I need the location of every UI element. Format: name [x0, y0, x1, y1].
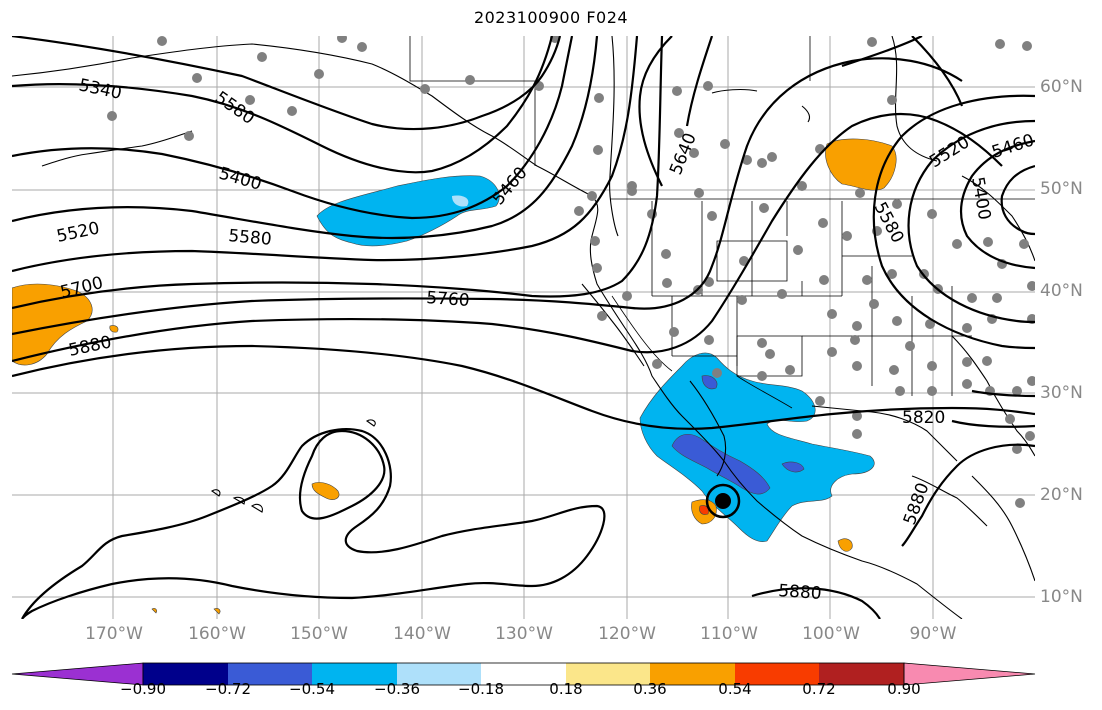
contour-label: 5580 — [228, 226, 273, 250]
omega-shading — [12, 138, 897, 615]
colorbar-segment — [650, 663, 735, 685]
colorbar-tick-label: 0.36 — [633, 680, 667, 698]
contour-label: 5460 — [989, 130, 1035, 162]
colorbar-tick-label: −0.36 — [374, 680, 420, 698]
shade-darkblue-mexico — [671, 433, 771, 495]
colorbar-tick-label: −0.72 — [205, 680, 251, 698]
colorbar-segment — [566, 663, 650, 685]
colorbar-tick-label: 0.72 — [802, 680, 836, 698]
graticule — [12, 36, 1035, 619]
lat-label-50n: 50°N — [1040, 179, 1083, 199]
lon-label-90w: 90°W — [909, 624, 957, 644]
lon-label-170w: 170°W — [85, 624, 143, 644]
contour-label: 5520 — [55, 218, 101, 247]
colorbar-segment — [143, 663, 228, 685]
height-contours — [12, 36, 1035, 619]
lon-label-100w: 100°W — [802, 624, 860, 644]
contour-label: 5400 — [967, 175, 994, 221]
colorbar — [11, 662, 1036, 686]
colorbar-segment — [481, 663, 566, 685]
colorbar-extend-high — [903, 662, 1036, 686]
contour-label: 5580 — [211, 88, 258, 129]
colorbar-tick-label: −0.90 — [120, 680, 166, 698]
contour-label: 5820 — [902, 408, 945, 428]
shade-orange-hawaii — [311, 482, 340, 500]
colorbar-tick-label: 0.90 — [887, 680, 921, 698]
contour-label: 5880 — [778, 581, 823, 604]
shade-orange-central-america — [837, 538, 853, 552]
lon-label-160w: 160°W — [188, 624, 246, 644]
lat-label-60n: 60°N — [1040, 77, 1083, 97]
shade-blue-mexico — [639, 352, 875, 542]
colorbar-segment — [312, 663, 397, 685]
colorbar-tick-label: −0.54 — [289, 680, 335, 698]
contour-label: 5340 — [77, 75, 123, 104]
map-title: 2023100900 F024 — [473, 8, 629, 27]
lat-label-10n: 10°N — [1040, 587, 1083, 607]
colorbar-tick-label: −0.18 — [458, 680, 504, 698]
lon-label-150w: 150°W — [290, 624, 348, 644]
shade-blue-gulf-alaska — [316, 175, 500, 247]
shade-orange-hudson — [825, 138, 897, 191]
lon-label-120w: 120°W — [598, 624, 656, 644]
map-plot-area: 5340 5400 5460 5520 5580 5640 5700 5760 … — [12, 36, 1035, 619]
contour-label: 5760 — [426, 288, 471, 311]
lat-label-40n: 40°N — [1040, 281, 1083, 301]
colorbar-tick-label: 0.54 — [718, 680, 752, 698]
cyclone-center-marker — [705, 483, 741, 519]
colorbar-tick-label: 0.18 — [549, 680, 583, 698]
colorbar-segment — [819, 663, 904, 685]
colorbar-segment — [228, 663, 312, 685]
colorbar-segment — [735, 663, 819, 685]
political-borders — [409, 36, 1035, 409]
lon-label-110w: 110°W — [700, 624, 758, 644]
lat-label-30n: 30°N — [1040, 383, 1083, 403]
lon-label-130w: 130°W — [495, 624, 553, 644]
lon-label-140w: 140°W — [393, 624, 451, 644]
lat-label-20n: 20°N — [1040, 485, 1083, 505]
colorbar-segment — [397, 663, 481, 685]
